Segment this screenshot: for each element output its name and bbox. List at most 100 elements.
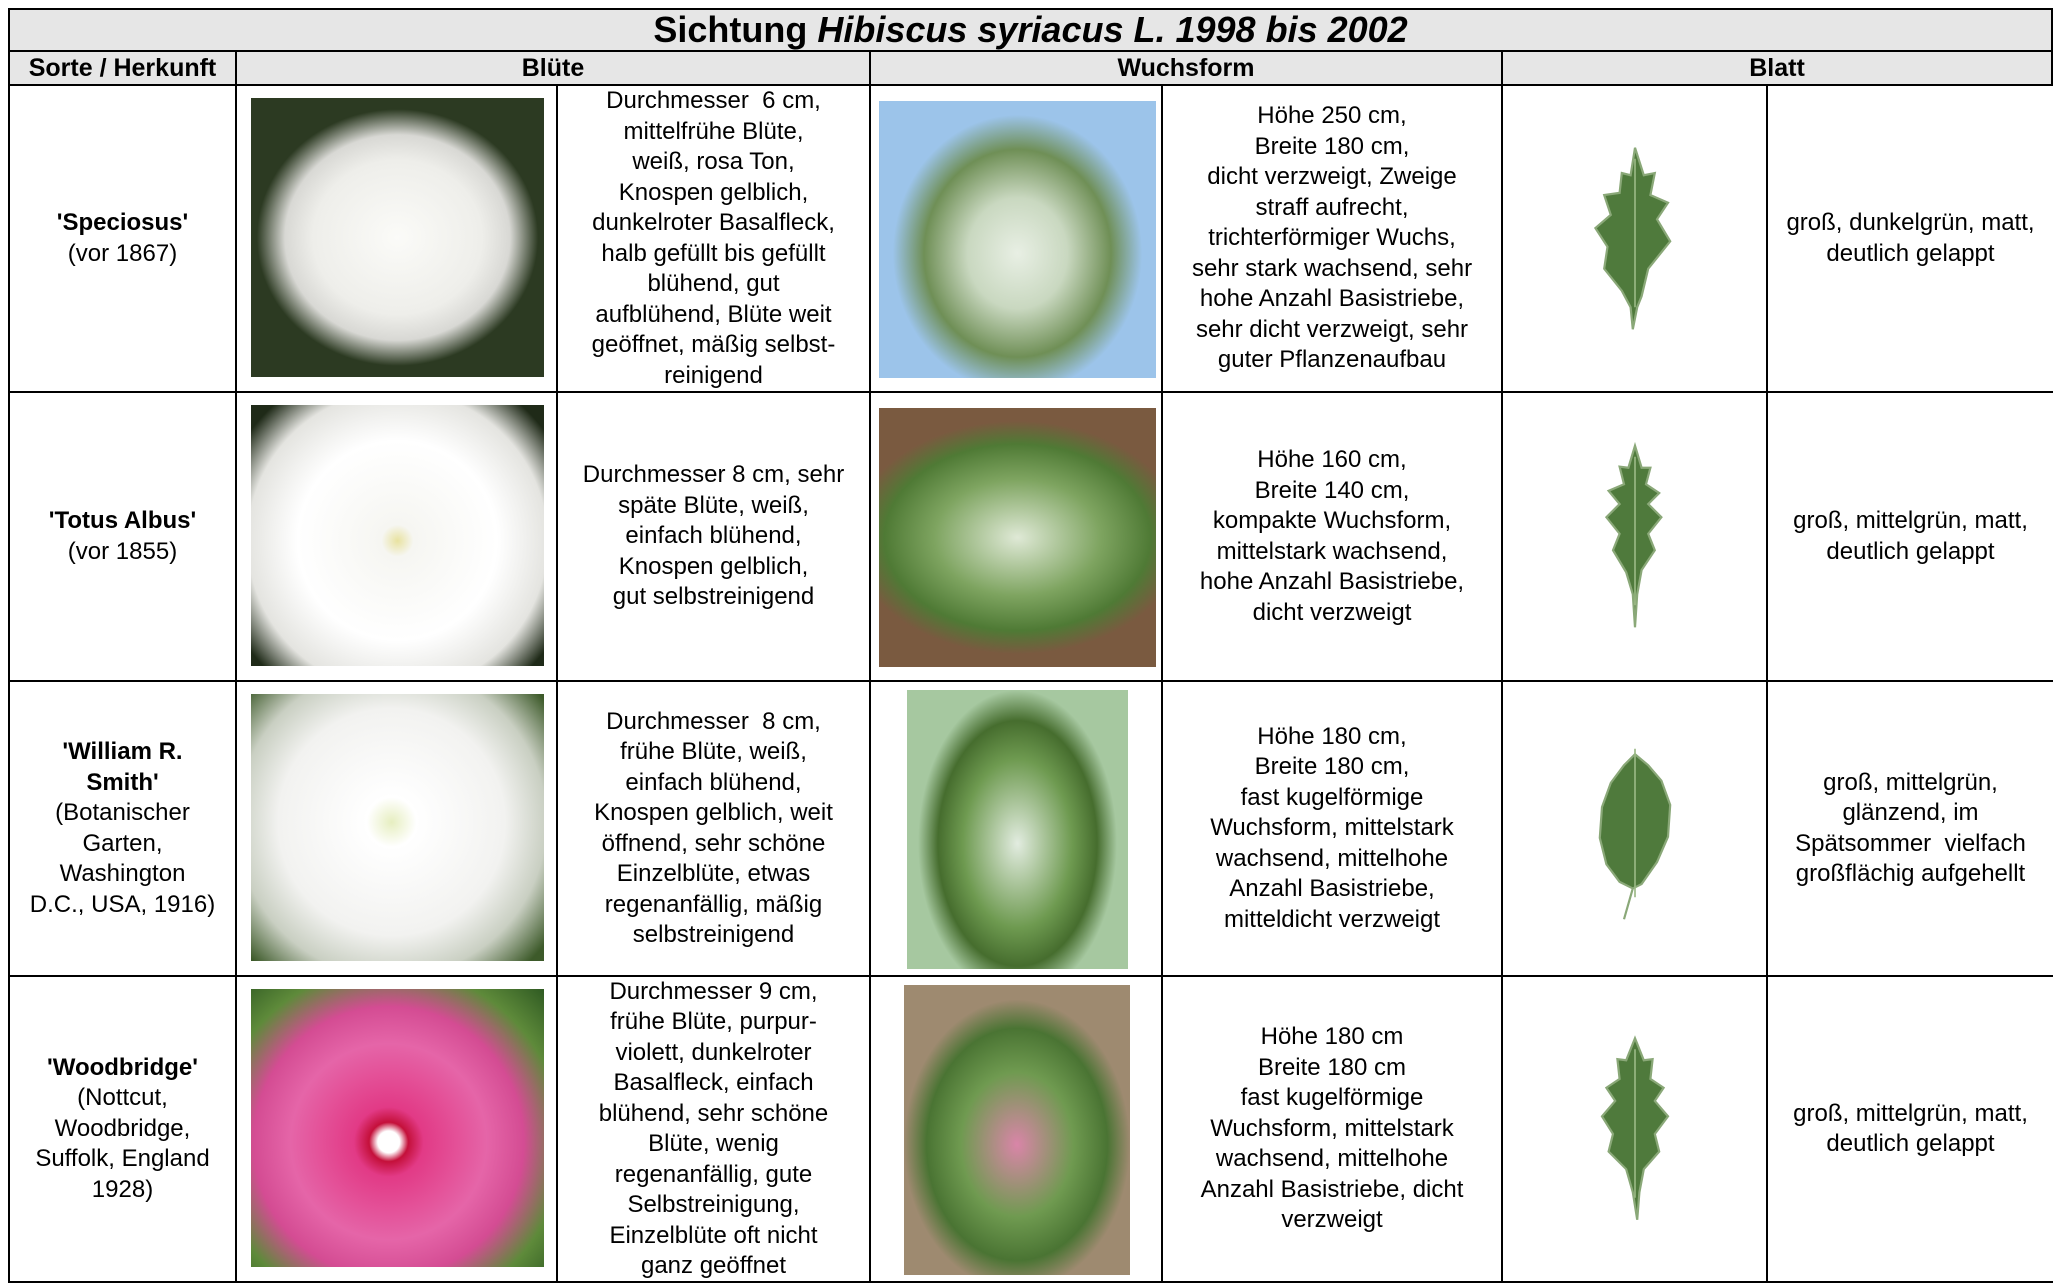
cell-text: trichterförmiger Wuchs, [1208,224,1456,252]
cell-text: Wuchsform, mittelstark [1210,814,1454,842]
cell-text: mittelstark wachsend, [1216,537,1448,565]
flower-photo-cell [237,86,558,393]
shrub-text-cell: Höhe 180 cm Breite 180 cm fast kugelförmig… [1163,977,1503,1283]
cell-text: Durchmesser 9 cm, [609,977,818,1005]
title-italic: Hibiscus syriacus L. 1998 bis 2002 [817,9,1408,50]
header-text: Blatt [1749,54,1805,82]
cell-text: guter Pflanzenaufbau [1217,346,1447,374]
cell-text: Anzahl Basistriebe, [1229,875,1435,903]
cell-text: Blüte, wenig [648,1130,779,1157]
header-cell: Blüte [237,52,871,86]
header-text: Sorte / Herkunft [28,54,217,82]
leaf-photo [1593,147,1672,330]
cell-text: Durchmesser 6 cm, [606,87,821,114]
header-cell: Blatt [1503,52,2053,86]
cell-text: dicht verzweigt, Zweige [1207,163,1457,191]
cell-text: violett, dunkelroter [615,1038,812,1066]
cell-text: (Botanischer [55,799,190,826]
cell-text: (Nottcut, [77,1084,168,1112]
shrub-photo-cell [871,86,1163,393]
flower-photo [251,989,544,1267]
cell-text: ganz geöffnet [640,1252,787,1279]
shrub-photo [906,690,1128,969]
cell-text: Breite 140 cm, [1254,476,1410,504]
cell-text: Smith' [86,768,159,796]
shrub-photo [878,408,1156,667]
cell-text: straff aufrecht, [1255,193,1409,221]
cell-text: gut selbstreinigend [612,583,815,611]
flower-photo-cell [237,393,558,682]
cell-text: einfach blühend, [625,768,802,796]
shrub-photo-cell [871,977,1163,1283]
cell-text: späte Blüte, weiß, [618,491,809,519]
cell-text: wachsend, mittelhohe [1215,844,1449,872]
cell-text: Breite 180 cm, [1254,753,1410,781]
cell-text: fast kugelförmige [1240,1084,1424,1112]
cell-text: selbstreinigend [632,921,795,948]
variety-cell: 'Totus Albus' (vor 1855) [8,393,237,682]
cell-text: Durchmesser 8 cm, sehr [582,461,845,489]
cell-text: hohe Anzahl Basistriebe, [1199,568,1465,595]
cell-text: Durchmesser 8 cm, [606,707,821,735]
cell-text: groß, mittelgrün, matt, [1793,1099,2028,1127]
cell-text: Anzahl Basistriebe, dicht [1200,1175,1464,1203]
flower-photo [251,98,544,377]
cell-text: sehr stark wachsend, sehr [1191,254,1473,282]
cell-text: Knospen gelblich, [618,178,809,206]
cell-text: Basalfleck, einfach [613,1069,814,1096]
flower-text-cell: Durchmesser 8 cm, frühe Blüte, weiß, einfa… [558,682,871,977]
cell-text: wachsend, mittelhohe [1215,1145,1449,1173]
variety-cell: 'Woodbridge' (Nottcut, Woodbridge, Suffolk,… [8,977,237,1283]
leaf-text-cell: groß, dunkelgrün, matt, deutlich gelappt [1768,86,2053,393]
leaf-text-cell: groß, mittelgrün, matt, deutlich gelappt [1768,977,2053,1283]
cell-text: dicht verzweigt [1252,598,1412,626]
leaf-text-cell: groß, mittelgrün, matt, deutlich gelappt [1768,393,2053,682]
header-text: Blüte [521,54,585,82]
cell-text: weiß, rosa Ton, [632,148,795,175]
shrub-text-cell: Höhe 180 cm, Breite 180 cm, fast kugelförm… [1163,682,1503,977]
leaf-photo-cell [1503,393,1768,682]
shrub-text-cell: Höhe 160 cm, Breite 140 cm, kompakte Wuchs… [1163,393,1503,682]
flower-text-cell: Durchmesser 6 cm, mittelfrühe Blüte, weiß,… [558,86,871,393]
cell-text: groß, dunkelgrün, matt, [1786,209,2035,236]
cell-text: 'Speciosus' [56,209,189,236]
shrub-photo [878,101,1156,378]
cell-text: Höhe 180 cm [1260,1023,1404,1051]
cell-text: Knospen gelblich, [618,552,809,580]
cell-text: 'Woodbridge' [47,1053,198,1081]
cell-text: aufblühend, Blüte weit [595,300,832,328]
cell-text: deutlich gelappt [1826,239,1995,267]
cell-text: Washington [59,860,186,887]
cell-text: halb gefüllt bis gefüllt [601,239,826,267]
cell-text: Selbstreinigung, [627,1191,800,1218]
leaf-photo [1598,748,1671,920]
cell-text: blühend, sehr schöne [598,1099,829,1127]
cell-text: reinigend [664,361,763,389]
flower-photo-cell [237,977,558,1283]
cell-text: Breite 180 cm [1257,1053,1407,1081]
cell-text: Woodbridge, [54,1114,191,1142]
cell-text: Suffolk, England [35,1145,210,1173]
cell-text: öffnend, sehr schöne [601,829,826,857]
cell-text: blühend, gut [647,270,780,297]
leaf-photo-cell [1503,682,1768,977]
cell-text: Einzelblüte oft nicht [609,1221,818,1249]
shrub-photo-cell [871,682,1163,977]
header-cell: Sorte / Herkunft [8,52,237,86]
cell-text: (vor 1867) [67,239,178,267]
cell-text: frühe Blüte, purpur- [610,1008,817,1035]
cell-text: kompakte Wuchsform, [1212,507,1452,534]
cell-text: mitteldicht verzweigt [1223,905,1441,933]
cell-text: regenanfällig, gute [614,1160,813,1188]
cell-text: frühe Blüte, weiß, [620,738,807,765]
leaf-photo [1604,441,1663,628]
shrub-photo [904,985,1130,1275]
cell-text: fast kugelförmige [1240,783,1424,811]
cell-text: hohe Anzahl Basistriebe, [1199,285,1465,313]
title: Sichtung [653,9,808,50]
cell-text: deutlich gelappt [1826,1130,1995,1157]
cell-text: großflächig aufgehellt [1795,860,2026,887]
flower-photo [251,694,544,961]
cell-text: (vor 1855) [67,537,178,565]
shrub-text-cell: Höhe 250 cm, Breite 180 cm, dicht verzweig… [1163,86,1503,393]
